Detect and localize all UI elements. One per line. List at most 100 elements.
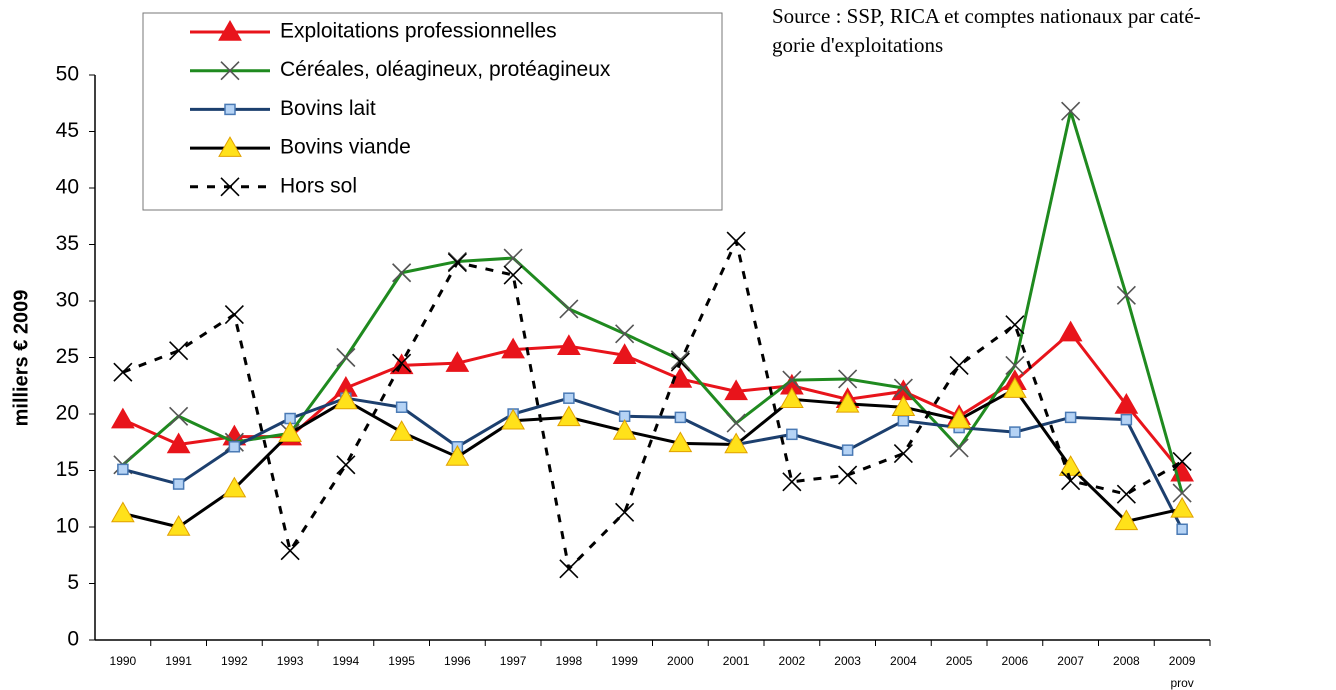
y-tick-label: 5 [67,571,79,594]
series [111,377,1194,536]
data-point [838,369,858,389]
data-point [835,391,860,413]
x-tick-label: 1990 [110,654,137,668]
x-tick-label: 2009 [1169,654,1196,668]
data-point [726,231,746,251]
x-tick-label: 1998 [556,654,583,668]
x-tick-label: 1995 [388,654,415,668]
data-point [780,387,804,409]
data-point [1009,426,1021,438]
data-point [670,352,690,372]
series-line [122,239,1183,571]
x-tick-label: 1991 [165,654,192,668]
legend-marker [218,19,242,41]
data-point [724,379,748,401]
data-point [893,443,913,464]
x-tick-label: 2002 [779,654,806,668]
data-point [278,421,302,442]
x-tick-label: 2004 [890,654,917,668]
data-point [392,353,412,373]
legend-label: Bovins viande [280,136,411,159]
x-tick-label: 2007 [1057,654,1084,668]
data-point [724,432,748,454]
x-tick-label: 2005 [946,654,973,668]
x-tick-label: 1997 [500,654,527,668]
x-tick-label: 1999 [611,654,638,668]
x-tick-label: 1996 [444,654,471,668]
data-point [841,444,854,456]
data-point [224,304,244,325]
data-point [1005,355,1025,375]
data-point [392,263,412,283]
legend-marker [220,61,240,81]
data-point [1120,413,1133,426]
data-point [445,351,470,372]
data-point [1058,320,1083,342]
legend-marker [220,177,240,197]
data-point [1061,471,1081,491]
data-point [612,418,637,440]
y-tick-label: 25 [56,345,79,368]
data-point [1058,455,1083,476]
y-tick-label: 10 [56,515,79,538]
data-point [395,401,408,413]
source-line: Source : SSP, RICA et comptes nationaux … [772,4,1201,28]
legend-label: Hors sol [280,174,357,197]
y-tick-label: 20 [56,402,79,425]
data-point [1116,484,1136,504]
x-tick-label: 2000 [667,654,694,668]
legend-marker [218,136,242,157]
data-point [949,438,969,458]
data-point [559,559,579,579]
y-tick-label: 0 [67,628,79,651]
data-point [1061,101,1081,121]
data-point [1003,377,1027,398]
data-point [166,432,191,454]
legend-box [142,12,723,211]
data-point [113,362,133,382]
series [113,231,1192,579]
data-point [668,366,693,388]
data-point [166,514,191,536]
data-point [389,420,414,441]
data-point [334,388,358,410]
x-note: prov [1170,676,1193,690]
data-point [949,355,969,375]
legend-label: Céréales, oléagineux, protéagineux [280,58,611,81]
y-tick-label: 40 [56,176,79,199]
data-point [1170,496,1194,518]
data-point [336,347,356,368]
data-point [503,248,523,268]
x-tick-label: 2003 [834,654,861,668]
data-point [891,395,916,416]
data-point [172,478,185,490]
x-tick-label: 1994 [333,654,360,668]
data-point [563,392,575,404]
data-point [674,411,687,424]
data-point [557,405,581,427]
data-point [111,501,135,523]
data-point [615,324,635,344]
x-tick-label: 2008 [1113,654,1140,668]
data-point [447,253,467,273]
series-line [122,387,1183,529]
data-point [786,428,798,441]
legend-label: Exploitations professionnelles [280,20,557,43]
series [117,392,1188,536]
data-point [117,463,129,476]
data-point [670,350,690,370]
data-point [1176,523,1188,536]
data-point [838,465,858,485]
legend: Exploitations professionnelles Céréales, … [142,12,723,211]
data-point [782,370,802,390]
data-point [111,407,135,429]
legend-label: Bovins lait [280,97,376,120]
data-point [947,407,971,429]
data-point [897,415,910,427]
data-point [1114,509,1139,531]
x-tick-label: 1993 [277,654,304,668]
data-point [336,455,356,475]
x-tick-label: 1992 [221,654,248,668]
y-tick-label: 15 [56,458,79,481]
